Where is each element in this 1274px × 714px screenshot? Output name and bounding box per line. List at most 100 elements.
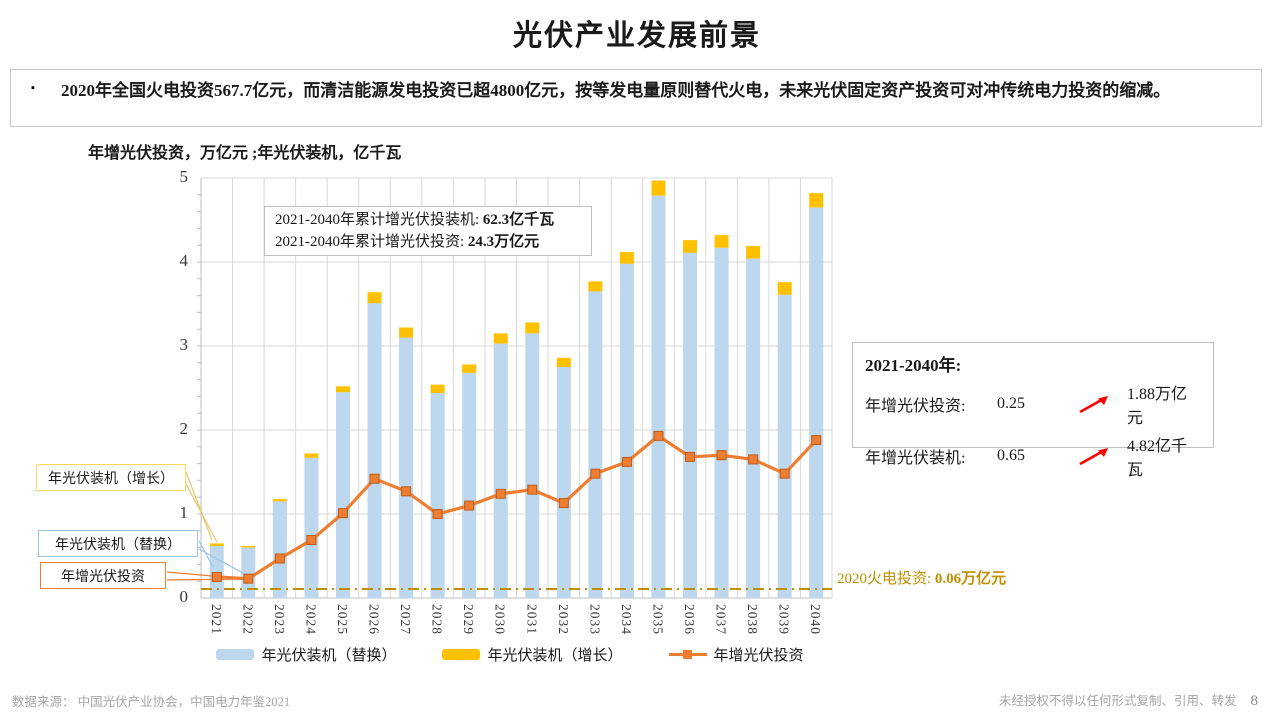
bar-growth-2033: [588, 281, 603, 292]
callout-leader-line: [185, 483, 218, 543]
bar-growth-2031: [525, 322, 540, 334]
line-marker-2039: [779, 468, 790, 479]
x-axis-label-2023: 2023: [271, 604, 287, 635]
bar-growth-2032: [556, 357, 571, 367]
bar-replace-2023: [272, 501, 287, 598]
line-marker-2030: [495, 488, 506, 499]
line-marker-2032: [558, 498, 569, 509]
bar-replace-2032: [556, 367, 571, 598]
bar-growth-2035: [651, 180, 666, 196]
x-axis-label-2038: 2038: [745, 604, 761, 635]
y-axis-tick-label: 4: [179, 251, 189, 270]
y-axis-tick-label: 2: [179, 419, 189, 438]
line-marker-2034: [621, 456, 632, 467]
bar-replace-2031: [525, 333, 540, 598]
line-marker-2023: [274, 553, 285, 564]
line-marker-2025: [337, 508, 348, 519]
callout-leader-line: [198, 548, 244, 574]
summary-box: 2021-2040年: 年增光伏投资: 0.25 1.88万亿元 年增光伏装机:…: [852, 342, 1214, 479]
investment-line: [216, 433, 818, 581]
x-axis-label-2034: 2034: [618, 604, 634, 635]
bar-growth-2038: [746, 246, 761, 259]
bar-replace-2028: [430, 393, 445, 598]
legend-item-growth: 年光伏装机（增长）: [442, 644, 623, 665]
x-axis-label-2027: 2027: [398, 604, 414, 635]
page-title: 光伏产业发展前景: [512, 20, 761, 52]
bar-replace-2037: [714, 247, 729, 598]
x-axis-label-2025: 2025: [334, 604, 350, 635]
annotation-line-2: 2021-2040年累计增光伏投资: 24.3万亿元: [275, 233, 540, 250]
line-marker-2024: [306, 535, 317, 546]
chart-axis-title: 年增光伏投资，万亿元 ;年光伏装机，亿千瓦: [88, 145, 402, 162]
page-number: 8: [1250, 693, 1259, 709]
line-marker-2029: [464, 500, 475, 511]
bar-growth-2037: [714, 235, 729, 248]
up-trend-arrow-icon: [1063, 392, 1127, 416]
x-axis-label-2030: 2030: [492, 604, 508, 635]
x-axis-label-2036: 2036: [682, 604, 698, 635]
bar-replace-2039: [777, 294, 792, 598]
bar-growth-2027: [399, 327, 414, 338]
callout-leader-line: [166, 571, 213, 577]
bar-replace-2025: [335, 392, 350, 598]
cumulative-annotation-box: 2021-2040年累计增光伏投装机: 62.3亿千瓦 2021-2040年累计…: [264, 206, 592, 256]
callout-leader-line: [185, 471, 213, 541]
legend-line-marker: [668, 649, 707, 660]
line-marker-2038: [748, 454, 759, 465]
bar-growth-2023: [272, 498, 287, 502]
callout-invest: 年增光伏投资: [40, 562, 166, 589]
bar-replace-2038: [746, 258, 761, 598]
legend-item-replace: 年光伏装机（替换）: [216, 644, 396, 665]
bar-replace-2029: [462, 372, 477, 598]
line-marker-2022: [243, 573, 254, 584]
x-axis-label-2029: 2029: [461, 604, 477, 635]
callout-growth: 年光伏装机（增长）: [36, 464, 186, 491]
bar-growth-2026: [367, 292, 382, 304]
bar-replace-2034: [619, 263, 634, 598]
x-axis-label-2031: 2031: [524, 604, 540, 635]
x-axis-label-2037: 2037: [713, 604, 729, 635]
summary-row-capacity: 年增光伏装机: 0.65 4.82亿千瓦: [865, 438, 1188, 479]
x-axis-label-2026: 2026: [366, 604, 382, 635]
bar-growth-2029: [462, 364, 477, 373]
line-marker-2021: [211, 572, 222, 582]
bar-growth-2025: [335, 386, 350, 393]
bullet-text: 2020年全国火电投资567.7亿元，而清洁能源发电投资已超4800亿元，按等发…: [61, 81, 1171, 100]
x-axis-label-2022: 2022: [240, 604, 256, 635]
line-marker-2035: [653, 430, 664, 441]
bar-replace-2021: [209, 545, 224, 598]
y-axis-tick-label: 0: [179, 587, 189, 606]
line-marker-2037: [716, 450, 727, 461]
y-axis-tick-label: 5: [179, 167, 189, 186]
bar-replace-2035: [651, 195, 666, 598]
footer-source: 数据来源： 中国光伏产业协会，中国电力年鉴2021: [12, 695, 291, 709]
bar-growth-2030: [493, 333, 508, 344]
legend-swatch-growth: [442, 649, 481, 660]
bar-growth-2040: [809, 193, 824, 208]
y-axis-tick-label: 3: [179, 335, 189, 354]
bar-replace-2040: [809, 207, 824, 598]
summary-row-investment: 年增光伏投资: 0.25 1.88万亿元: [865, 386, 1188, 427]
x-axis-label-2032: 2032: [555, 604, 571, 635]
y-axis-tick-label: 1: [179, 503, 189, 522]
bar-growth-2028: [430, 384, 445, 394]
bar-growth-2036: [683, 240, 698, 253]
bar-replace-2027: [399, 337, 414, 598]
x-axis-label-2039: 2039: [776, 604, 792, 635]
bar-replace-2033: [588, 291, 603, 598]
bar-growth-2022: [241, 545, 256, 548]
line-marker-2028: [432, 509, 443, 519]
callout-replace: 年光伏装机（替换）: [38, 530, 198, 557]
line-marker-2026: [369, 473, 380, 484]
summary-title: 2021-2040年:: [865, 356, 962, 375]
bar-growth-2034: [619, 251, 634, 264]
x-axis-label-2040: 2040: [808, 604, 824, 635]
annotation-line-1: 2021-2040年累计增光伏投装机: 62.3亿千瓦: [275, 212, 555, 228]
x-axis-label-2035: 2035: [650, 604, 666, 635]
bar-growth-2039: [777, 282, 792, 295]
line-marker-2027: [401, 486, 412, 497]
line-marker-2031: [527, 484, 538, 495]
x-axis-label-2024: 2024: [303, 604, 319, 635]
bar-replace-2022: [241, 547, 256, 598]
